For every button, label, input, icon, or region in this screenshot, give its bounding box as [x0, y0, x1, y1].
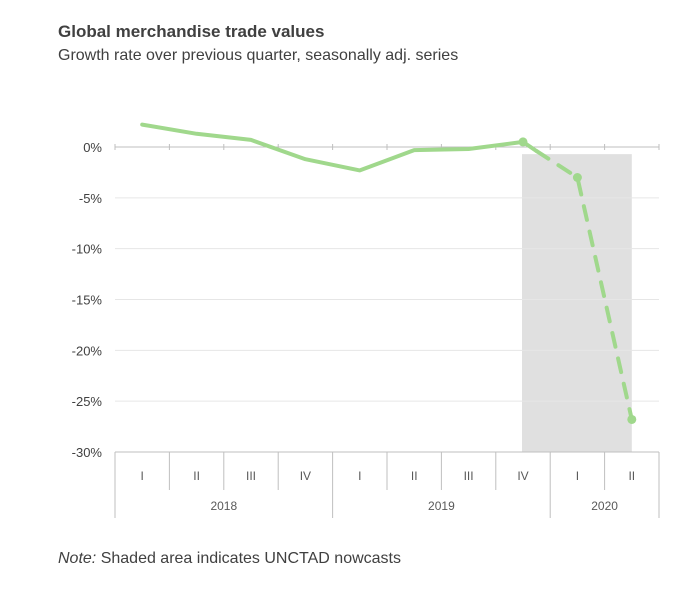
- year-label: 2020: [591, 499, 618, 513]
- chart-subtitle: Growth rate over previous quarter, seaso…: [58, 47, 459, 64]
- x-tick-label: III: [464, 469, 474, 483]
- year-label: 2019: [428, 499, 455, 513]
- y-tick-label: -25%: [72, 394, 103, 409]
- x-tick-label: IV: [517, 469, 528, 483]
- shaded-region: [522, 154, 632, 452]
- chart-title: Global merchandise trade values: [58, 22, 325, 41]
- chart-note: Note: Shaded area indicates UNCTAD nowca…: [58, 550, 401, 568]
- x-tick-label: I: [358, 469, 361, 483]
- x-tick-label: III: [246, 469, 256, 483]
- note-label: Note:: [58, 550, 97, 567]
- year-label: 2018: [210, 499, 237, 513]
- y-tick-label: -5%: [79, 191, 103, 206]
- x-tick-label: II: [193, 469, 200, 483]
- x-tick-label: II: [628, 469, 635, 483]
- y-tick-label: -30%: [72, 445, 103, 460]
- x-tick-label: I: [141, 469, 144, 483]
- y-tick-label: -20%: [72, 343, 103, 358]
- data-point-marker: [518, 137, 528, 147]
- data-point-marker: [572, 173, 582, 182]
- y-tick-label: -10%: [72, 242, 103, 257]
- x-tick-label: II: [411, 469, 418, 483]
- y-tick-label: -15%: [72, 293, 103, 308]
- x-tick-label: IV: [300, 469, 311, 483]
- y-tick-label: 0%: [83, 140, 102, 155]
- trade-growth-line: [140, 122, 539, 173]
- note-text: Shaded area indicates UNCTAD nowcasts: [96, 550, 401, 567]
- data-point-marker: [627, 414, 637, 424]
- nowcast-line: [534, 149, 634, 422]
- x-tick-label: I: [576, 469, 579, 483]
